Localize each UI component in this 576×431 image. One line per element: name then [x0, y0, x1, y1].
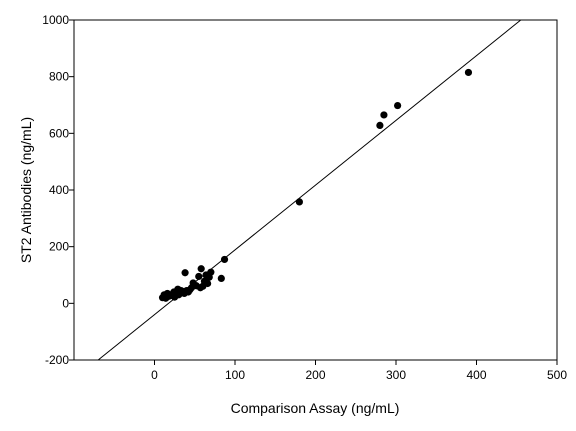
y-tick-label: 400: [49, 183, 69, 197]
data-point: [197, 265, 205, 273]
data-point: [295, 198, 303, 206]
y-axis-title: ST2 Antibodies (ng/mL): [18, 117, 34, 263]
x-axis-ticks: 0 100 200 300 400 500: [151, 360, 567, 382]
y-tick-label: 800: [49, 70, 69, 84]
data-point: [181, 269, 189, 277]
data-point: [204, 279, 212, 288]
data-point: [464, 68, 473, 77]
x-tick-label: 500: [547, 368, 567, 382]
data-point: [380, 111, 388, 119]
y-axis-ticks: -200 0 200 400 600 800 1000: [42, 13, 74, 367]
x-axis-title: Comparison Assay (ng/mL): [231, 400, 400, 416]
data-point: [220, 255, 229, 264]
data-point: [217, 274, 225, 282]
data-point: [195, 272, 203, 281]
data-point: [207, 268, 215, 276]
y-tick-label: -200: [45, 353, 69, 367]
data-point: [376, 121, 384, 129]
plot-area: [73, 19, 558, 361]
data-points: [158, 68, 473, 302]
x-tick-label: 100: [225, 368, 245, 382]
x-tick-label: 200: [305, 368, 325, 382]
y-tick-label: 600: [49, 126, 69, 140]
regression-line: [97, 19, 522, 361]
data-point: [394, 101, 402, 110]
x-tick-label: 300: [386, 368, 406, 382]
x-tick-label: 400: [466, 368, 486, 382]
y-tick-label: 1000: [42, 13, 69, 27]
x-tick-label: 0: [151, 368, 158, 382]
y-tick-label: 200: [49, 240, 69, 254]
y-tick-label: 0: [62, 296, 69, 310]
